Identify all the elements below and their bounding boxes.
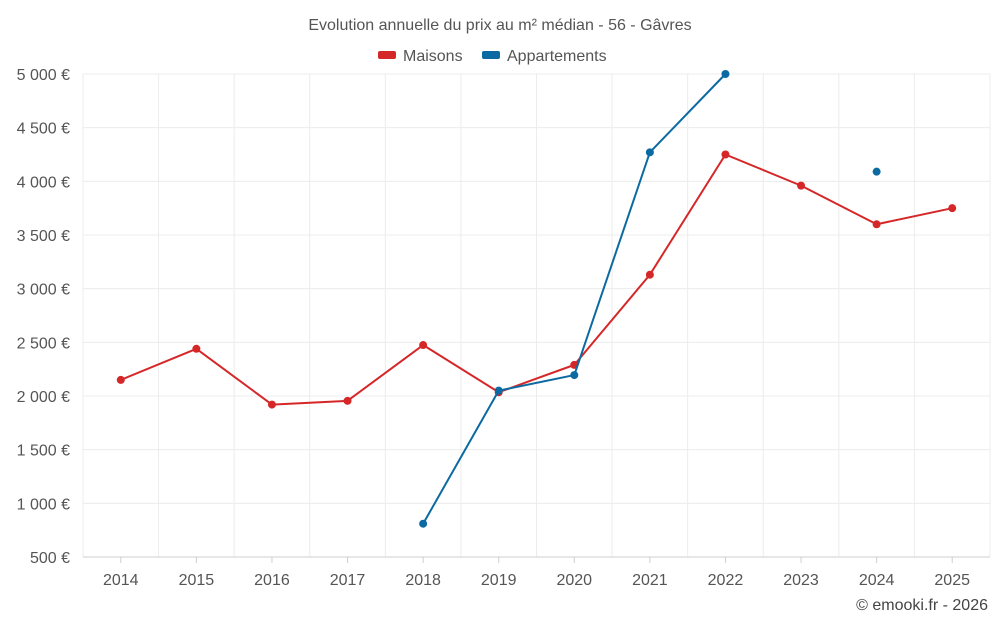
legend-item-maisons[interactable]: Maisons xyxy=(378,48,463,65)
y-tick-label: 1 500 € xyxy=(17,443,70,460)
x-tick-label: 2024 xyxy=(859,572,895,589)
data-point[interactable] xyxy=(721,70,730,78)
x-tick-label: 2018 xyxy=(405,572,441,589)
data-point[interactable] xyxy=(797,181,806,190)
data-point[interactable] xyxy=(645,148,654,157)
data-point[interactable] xyxy=(948,204,957,213)
legend-swatch-appartements xyxy=(482,51,500,59)
data-point[interactable] xyxy=(116,375,125,384)
series xyxy=(116,70,957,528)
x-tick-label: 2015 xyxy=(179,572,215,589)
data-point[interactable] xyxy=(419,341,428,350)
x-tick-label: 2016 xyxy=(254,572,290,589)
data-point[interactable] xyxy=(645,270,654,279)
y-tick-label: 4 000 € xyxy=(17,174,70,191)
data-point[interactable] xyxy=(343,396,352,405)
data-point[interactable] xyxy=(267,400,276,409)
data-point[interactable] xyxy=(192,344,201,353)
data-point[interactable] xyxy=(721,150,730,159)
y-tick-label: 4 500 € xyxy=(17,121,70,138)
x-tick-label: 2019 xyxy=(481,572,517,589)
y-axis: 500 € 1 000 € 1 500 € 2 000 € 2 500 € 3 000 €… xyxy=(17,67,70,567)
y-tick-label: 3 000 € xyxy=(17,282,70,299)
y-tick-label: 2 000 € xyxy=(17,389,70,406)
series-line xyxy=(422,73,727,525)
x-tick-label: 2021 xyxy=(632,572,668,589)
legend-swatch-maisons xyxy=(378,51,396,59)
legend-item-appartements[interactable]: Appartements xyxy=(482,48,607,65)
credit: © emooki.fr - 2026 xyxy=(856,597,988,614)
y-tick-label: 500 € xyxy=(30,550,70,567)
x-tick-label: 2014 xyxy=(103,572,139,589)
x-tick-label: 2023 xyxy=(783,572,819,589)
data-point[interactable] xyxy=(570,371,579,380)
y-tick-label: 1 000 € xyxy=(17,496,70,513)
x-tick-label: 2025 xyxy=(934,572,970,589)
series-line xyxy=(120,153,953,406)
data-point[interactable] xyxy=(494,386,503,395)
legend-label-maisons: Maisons xyxy=(403,48,463,65)
data-point[interactable] xyxy=(872,167,881,176)
data-point[interactable] xyxy=(872,220,881,229)
series-appartements xyxy=(419,70,881,528)
legend-label-appartements: Appartements xyxy=(507,48,607,65)
grid xyxy=(82,73,991,557)
y-tick-label: 2 500 € xyxy=(17,335,70,352)
x-tick-label: 2017 xyxy=(330,572,366,589)
chart-title: Evolution annuelle du prix au m² médian … xyxy=(308,17,691,34)
x-axis: 2014 2015 2016 2017 2018 2019 2020 2021 2022 2023… xyxy=(83,556,990,589)
legend: Maisons Appartements xyxy=(378,48,607,65)
y-tick-label: 5 000 € xyxy=(17,67,70,84)
x-tick-label: 2022 xyxy=(708,572,744,589)
x-tick-label: 2020 xyxy=(556,572,592,589)
y-tick-label: 3 500 € xyxy=(17,228,70,245)
data-point[interactable] xyxy=(419,519,428,528)
